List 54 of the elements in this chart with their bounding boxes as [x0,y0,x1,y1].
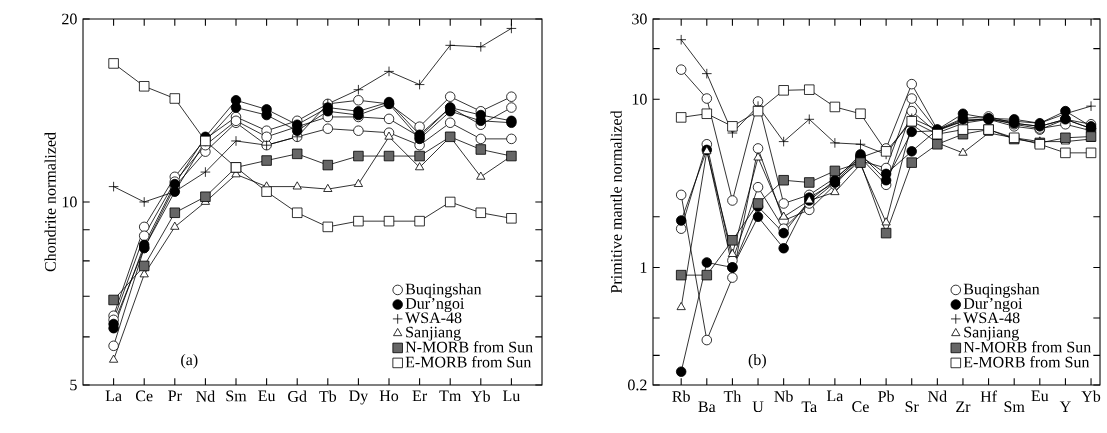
legend-label: Sanjiang [964,326,1019,341]
x-tick-label: Gd [288,390,307,402]
legend-label: Buqingshan [405,283,482,298]
legend-label: Dur’ngoi [963,298,1023,313]
y-tick-label: 20 [62,13,77,25]
legend-label: N-MORB from Sun [405,341,533,353]
legend-label: WSA-48 [405,312,462,324]
x-tick-label: Tb [319,390,337,402]
legend-label: E-MORB from Sun [963,356,1090,368]
legend-label: N-MORB from Sun [963,341,1092,353]
x-tick-label: Rb [672,390,690,402]
y-tick-label: 30 [632,13,647,25]
legend-label: WSA-48 [963,312,1020,324]
y-tick-label: 5 [70,379,77,391]
x-tick-label: Nd [196,390,215,402]
x-tick-label: Sm [1004,401,1025,413]
x-tick-label: Sr [905,401,919,413]
x-tick-label: Th [723,390,742,402]
legend-label: Buqingshan [963,283,1040,298]
x-tick-label: Nb [774,390,793,402]
x-tick-label: Ho [379,390,399,402]
x-tick-label: Yb [471,390,490,402]
y-tick-label: 10 [62,196,77,208]
x-tick-label: Ta [801,401,817,413]
x-tick-label: Eu [258,390,276,402]
legend-label: Dur’ngoi [405,298,465,313]
x-tick-label: Ce [852,401,869,413]
x-tick-label: Lu [502,390,521,402]
x-tick-label: La [826,390,844,402]
x-tick-label: U [752,401,764,413]
y-axis-title: Primitive mantle normalized [610,110,622,294]
x-tick-label: La [105,390,122,402]
x-tick-label: Nd [928,390,947,402]
x-tick-label: Sm [226,390,247,402]
x-tick-label: Ba [698,401,716,413]
x-tick-label: Zr [956,401,971,412]
x-tick-label: Dy [349,390,369,405]
x-tick-label: Yb [1081,390,1101,402]
x-tick-label: Pb [878,390,894,402]
x-tick-label: Y [1059,401,1071,412]
y-tick-label: 1 [640,262,647,273]
annotation: (b) [748,353,766,369]
x-tick-label: Ce [135,390,153,402]
annotation: (a) [181,353,198,369]
y-tick-label: 10 [632,93,647,105]
legend-label: E-MORB from Sun [405,356,532,368]
x-tick-label: Er [412,390,428,402]
y-axis-title: Chondrite normalized [44,132,56,272]
x-tick-label: Eu [1031,390,1049,402]
x-tick-label: Hf [980,390,998,402]
legend-label: Sanjiang [406,326,461,341]
x-tick-label: Tm [439,390,462,402]
y-tick-label: 0.2 [628,379,647,391]
x-tick-label: Pr [168,390,182,402]
